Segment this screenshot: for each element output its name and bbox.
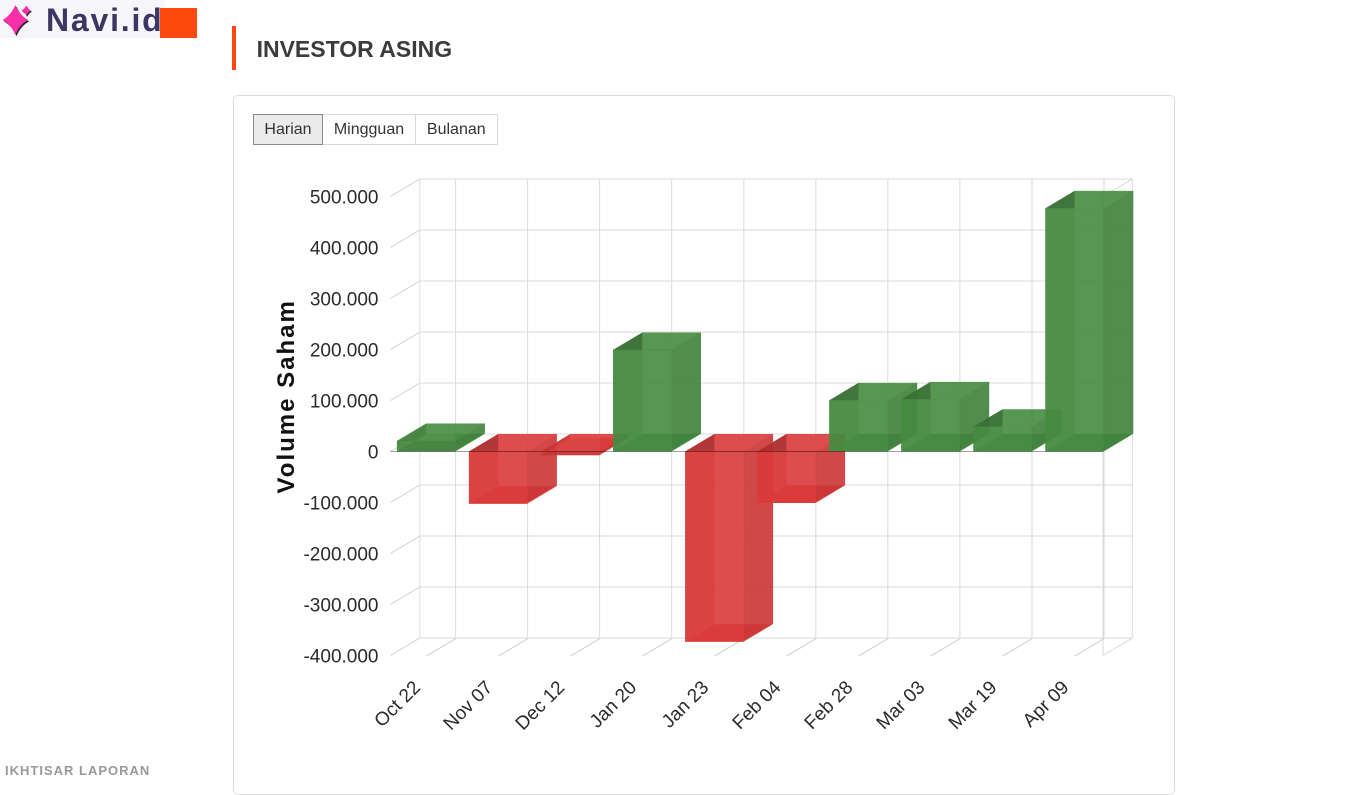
svg-text:Mar 19: Mar 19 (945, 677, 1002, 734)
svg-text:500.000: 500.000 (310, 188, 379, 209)
svg-text:-300.000: -300.000 (303, 596, 378, 617)
svg-text:400.000: 400.000 (310, 239, 379, 260)
svg-text:Apr 09: Apr 09 (1019, 677, 1073, 731)
svg-text:Jan 23: Jan 23 (658, 677, 713, 732)
svg-text:Feb 04: Feb 04 (729, 677, 786, 734)
svg-text:-400.000: -400.000 (303, 647, 378, 668)
svg-text:Nov 07: Nov 07 (440, 677, 497, 734)
svg-text:Feb 28: Feb 28 (801, 677, 858, 734)
svg-text:100.000: 100.000 (310, 392, 379, 413)
svg-text:300.000: 300.000 (310, 290, 379, 311)
svg-text:Jan 20: Jan 20 (586, 677, 641, 732)
svg-text:Dec 12: Dec 12 (512, 677, 569, 734)
svg-text:Oct 22: Oct 22 (371, 677, 425, 731)
svg-text:0: 0 (368, 443, 379, 464)
svg-text:200.000: 200.000 (310, 341, 379, 362)
svg-text:Volume Saham: Volume Saham (273, 299, 300, 493)
svg-text:-100.000: -100.000 (303, 494, 378, 515)
svg-text:Mar 03: Mar 03 (873, 677, 930, 734)
svg-text:-200.000: -200.000 (303, 545, 378, 566)
